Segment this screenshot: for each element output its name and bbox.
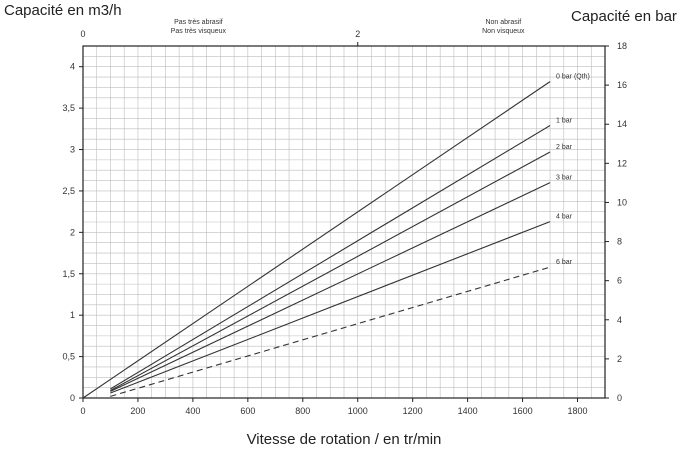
right-axis-title: Capacité en bar bbox=[571, 8, 677, 25]
x-tick-label: 600 bbox=[240, 406, 255, 416]
y-right-tick-label: 2 bbox=[617, 354, 622, 364]
x-tick-label: 1600 bbox=[513, 406, 533, 416]
y-tick-label: 3,5 bbox=[62, 103, 75, 113]
x-tick-label: 1000 bbox=[348, 406, 368, 416]
y-right-tick-label: 16 bbox=[617, 80, 627, 90]
y-tick-label: 1,5 bbox=[62, 269, 75, 279]
y-tick-label: 2 bbox=[70, 227, 75, 237]
plot-frame bbox=[82, 45, 606, 399]
x-tick-label: 0 bbox=[80, 406, 85, 416]
series-label: 6 bar bbox=[556, 259, 573, 266]
y-tick-label: 1 bbox=[70, 310, 75, 320]
y-right-tick-label: 4 bbox=[617, 315, 622, 325]
y-right-tick-label: 12 bbox=[617, 158, 627, 168]
series-line bbox=[82, 81, 551, 399]
y-tick-label: 0 bbox=[70, 393, 75, 403]
y-tick-label: 2,5 bbox=[62, 186, 75, 196]
x-axis-title: Vitesse de rotation / en tr/min bbox=[247, 431, 442, 448]
series-label: 0 bar (Qth) bbox=[556, 74, 590, 81]
series-line bbox=[110, 221, 551, 394]
top-tick-label: 2 bbox=[355, 29, 360, 39]
x-tick-label: 1800 bbox=[568, 406, 588, 416]
y-right-tick-label: 10 bbox=[617, 197, 627, 207]
zone-label-left: Pas très visqueux bbox=[171, 28, 227, 35]
series-label: 3 bar bbox=[556, 175, 573, 182]
x-tick-label: 1200 bbox=[403, 406, 423, 416]
series-line bbox=[110, 151, 551, 392]
series-label: 4 bar bbox=[556, 214, 573, 221]
y-right-tick-label: 0 bbox=[617, 393, 622, 403]
top-tick-label: 0 bbox=[80, 29, 85, 39]
series-line bbox=[110, 125, 551, 390]
y-tick-label: 0,5 bbox=[62, 352, 75, 362]
y-right-tick-label: 6 bbox=[617, 276, 622, 286]
x-tick-label: 200 bbox=[130, 406, 145, 416]
y-right-tick-label: 18 bbox=[617, 41, 627, 51]
series-label: 1 bar bbox=[556, 118, 573, 125]
y-tick-label: 4 bbox=[70, 62, 75, 72]
series-line bbox=[110, 182, 551, 392]
left-axis-title: Capacité en m3/h bbox=[4, 2, 122, 19]
x-tick-label: 800 bbox=[295, 406, 310, 416]
zone-label-right: Non abrasif bbox=[485, 19, 521, 26]
y-right-tick-label: 8 bbox=[617, 237, 622, 247]
x-tick-label: 1400 bbox=[458, 406, 478, 416]
series-line bbox=[110, 266, 551, 397]
y-right-tick-label: 14 bbox=[617, 119, 627, 129]
y-tick-label: 3 bbox=[70, 145, 75, 155]
zone-label-right: Non visqueux bbox=[482, 28, 525, 35]
series-label: 2 bar bbox=[556, 144, 573, 151]
x-tick-label: 400 bbox=[185, 406, 200, 416]
zone-label-left: Pas très abrasif bbox=[174, 19, 223, 26]
